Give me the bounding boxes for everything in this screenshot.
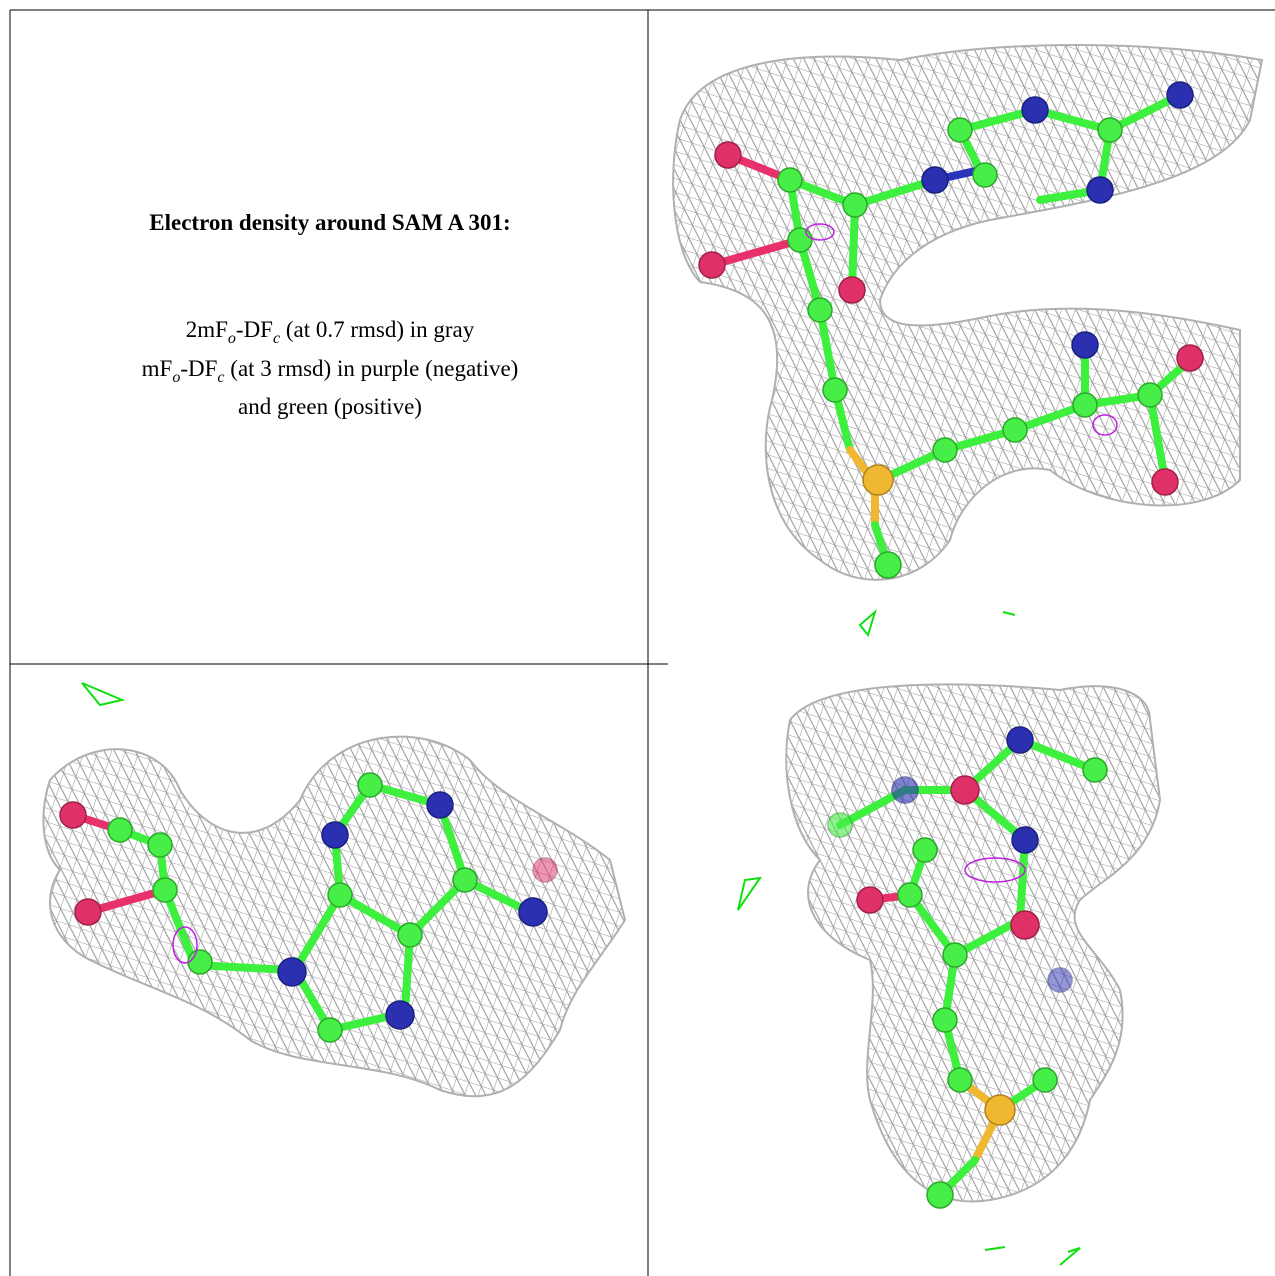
legend-line: mFo-DFc (at 3 rmsd) in purple (negative) — [142, 356, 519, 386]
legend-line: and green (positive) — [238, 394, 422, 419]
legend-line: 2mFo-DFc (at 0.7 rmsd) in gray — [186, 317, 475, 347]
legend-text: 2mF — [186, 317, 228, 342]
subscript: c — [273, 330, 280, 347]
legend-text: (at 3 rmsd) in purple (negative) — [225, 356, 519, 381]
molecule — [698, 81, 1204, 638]
density-view-3 — [737, 683, 1162, 1266]
title: Electron density around SAM A 301: — [149, 210, 510, 235]
legend-text: -DF — [236, 317, 273, 342]
legend-text: (at 0.7 rmsd) in gray — [280, 317, 475, 342]
subscript: c — [217, 369, 224, 386]
mesh — [672, 44, 1264, 581]
density-view-1 — [672, 44, 1264, 638]
molecule — [737, 726, 1108, 1266]
legend-text: mF — [142, 356, 173, 381]
subscript: o — [228, 330, 236, 347]
molecule — [59, 682, 558, 1043]
subscript: o — [172, 369, 180, 386]
density-view-2 — [42, 682, 627, 1098]
legend-text: -DF — [180, 356, 217, 381]
mesh — [42, 735, 627, 1098]
legend-text: and green (positive) — [238, 394, 422, 419]
